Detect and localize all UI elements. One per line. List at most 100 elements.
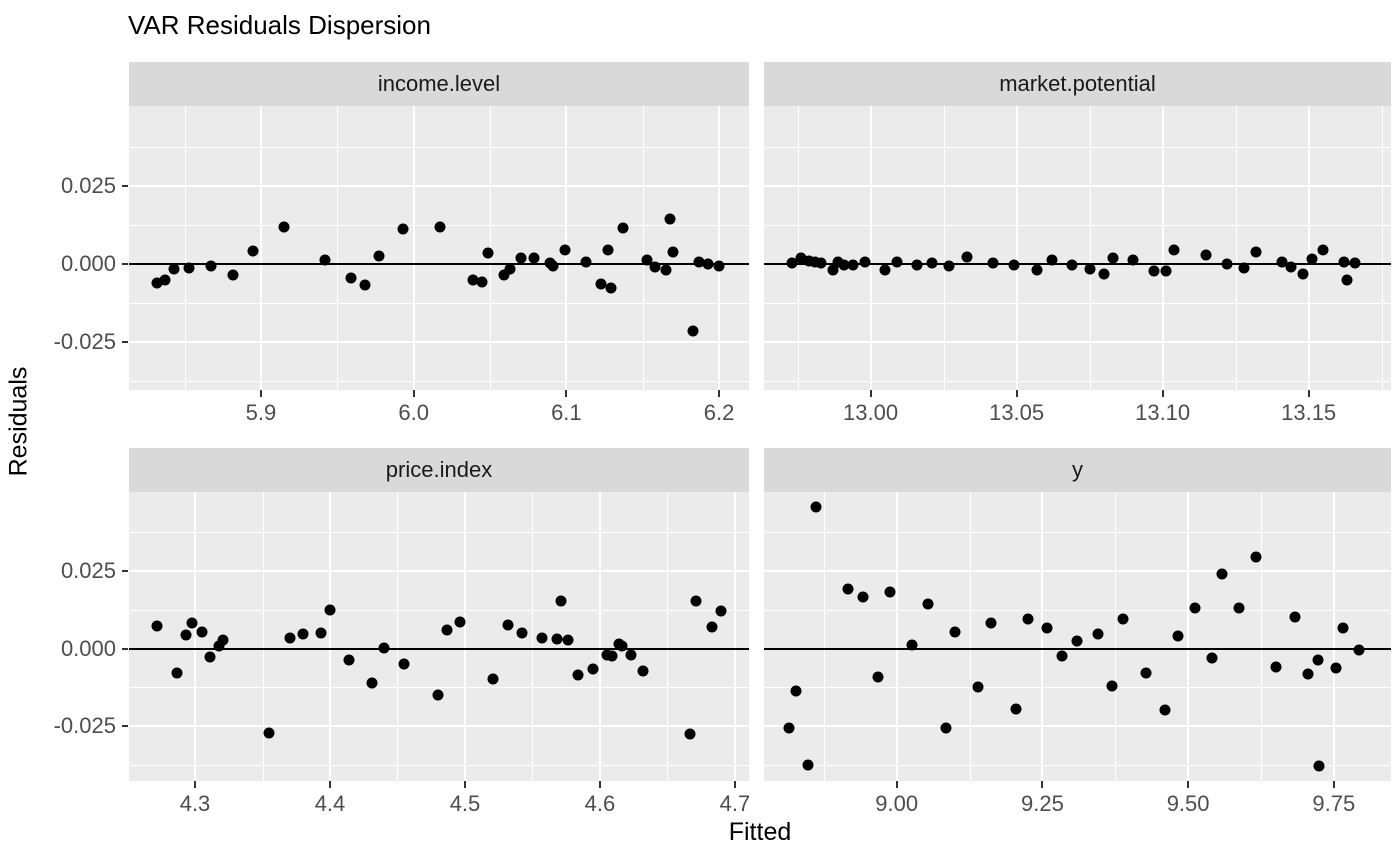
facet-panel xyxy=(129,106,749,390)
x-tick-label: 4.4 xyxy=(314,791,346,816)
data-point xyxy=(227,269,239,281)
y-axis-row-1: 0.025 0.000 -0.025 xyxy=(0,106,129,390)
y-tick-label: 0.025 xyxy=(60,557,116,583)
data-point xyxy=(1233,602,1245,614)
y-tick-label: 0.000 xyxy=(60,250,116,276)
data-point xyxy=(1022,613,1034,625)
data-point xyxy=(498,269,510,281)
data-point xyxy=(1285,261,1297,273)
x-major-gridline xyxy=(869,106,872,390)
data-point xyxy=(940,722,952,734)
data-point xyxy=(1092,628,1104,640)
data-point xyxy=(985,617,997,629)
data-point xyxy=(315,627,327,639)
x-major-gridline xyxy=(412,106,415,390)
x-tick-label: 6.0 xyxy=(398,400,429,425)
data-point xyxy=(1276,256,1288,268)
data-point xyxy=(555,595,567,607)
x-major-gridline xyxy=(598,492,601,781)
data-point xyxy=(1341,274,1353,286)
facet-strip-label: market.potential xyxy=(999,71,1156,96)
x-minor-gridline xyxy=(823,492,825,781)
x-minor-gridline xyxy=(969,492,971,781)
x-tick-mark xyxy=(1332,781,1335,788)
data-point xyxy=(398,658,410,670)
data-point xyxy=(1159,704,1171,716)
facet-strip-label: price.index xyxy=(385,457,493,482)
data-point xyxy=(702,258,714,270)
data-point xyxy=(502,619,514,631)
data-point xyxy=(536,632,548,644)
data-point xyxy=(1302,668,1314,680)
x-tick-label: 4.3 xyxy=(179,791,211,816)
x-tick-label: 13.10 xyxy=(1135,400,1191,425)
x-major-gridline xyxy=(895,492,898,781)
data-point xyxy=(467,274,479,286)
data-point xyxy=(926,257,938,269)
data-point xyxy=(1238,262,1250,274)
data-point xyxy=(827,264,839,276)
data-point xyxy=(1117,613,1129,625)
y-major-gridline xyxy=(764,725,1391,728)
data-point xyxy=(1206,652,1218,664)
data-point xyxy=(795,252,806,264)
x-tick-mark xyxy=(718,390,721,397)
data-point xyxy=(891,256,903,268)
data-point xyxy=(649,261,661,273)
y-major-gridline xyxy=(764,184,1391,187)
data-point xyxy=(217,634,229,646)
data-point xyxy=(1330,662,1342,674)
x-axis: 5.9 6.0 6.1 6.2 xyxy=(129,390,749,430)
x-minor-gridline xyxy=(397,492,399,781)
x-tick-mark xyxy=(463,781,466,788)
x-axis: 4.3 4.4 4.5 4.6 4.7 xyxy=(129,781,750,821)
facet-market-potential: market.potential 13.00 13.05 13.10 13.15 xyxy=(764,62,1391,430)
data-point xyxy=(434,221,446,233)
data-point xyxy=(949,626,961,638)
data-point xyxy=(263,727,275,739)
data-point xyxy=(183,262,195,274)
data-point xyxy=(847,259,859,271)
y-tick-mark xyxy=(122,725,128,728)
data-point xyxy=(667,246,679,258)
data-point xyxy=(693,256,705,268)
data-point xyxy=(838,259,850,271)
data-point xyxy=(605,282,617,294)
data-point xyxy=(641,254,653,266)
data-point xyxy=(922,598,934,610)
x-tick-mark xyxy=(328,781,331,788)
data-point xyxy=(815,257,827,269)
data-point xyxy=(196,626,208,638)
facet-strip: y xyxy=(764,448,1391,492)
data-point xyxy=(1106,680,1118,692)
y-tick-mark xyxy=(122,184,128,187)
x-major-gridline xyxy=(1161,106,1164,390)
data-point xyxy=(180,629,192,641)
data-point xyxy=(879,264,891,276)
data-point xyxy=(297,628,309,640)
data-point xyxy=(842,583,854,595)
facet-panel xyxy=(764,492,1391,781)
data-point xyxy=(1168,244,1180,256)
x-minor-gridline xyxy=(1089,106,1091,390)
zero-line xyxy=(764,647,1391,650)
facet-strip-label: income.level xyxy=(377,71,501,96)
x-tick-mark xyxy=(869,390,872,397)
x-major-gridline xyxy=(1332,492,1335,781)
data-point xyxy=(572,669,584,681)
facet-panel xyxy=(764,106,1391,390)
x-major-gridline xyxy=(194,492,196,781)
data-point xyxy=(637,665,649,677)
facet-strip: market.potential xyxy=(764,62,1391,106)
data-point xyxy=(687,325,699,337)
data-point xyxy=(1008,259,1020,271)
data-point xyxy=(373,250,385,262)
y-tick-label: -0.025 xyxy=(53,328,116,354)
x-tick-mark xyxy=(412,390,415,397)
y-tick-mark xyxy=(122,647,128,650)
y-minor-gridline xyxy=(764,531,1391,533)
data-point xyxy=(562,634,574,646)
y-minor-gridline xyxy=(129,302,749,304)
data-point xyxy=(802,759,814,771)
data-point xyxy=(1221,258,1233,270)
